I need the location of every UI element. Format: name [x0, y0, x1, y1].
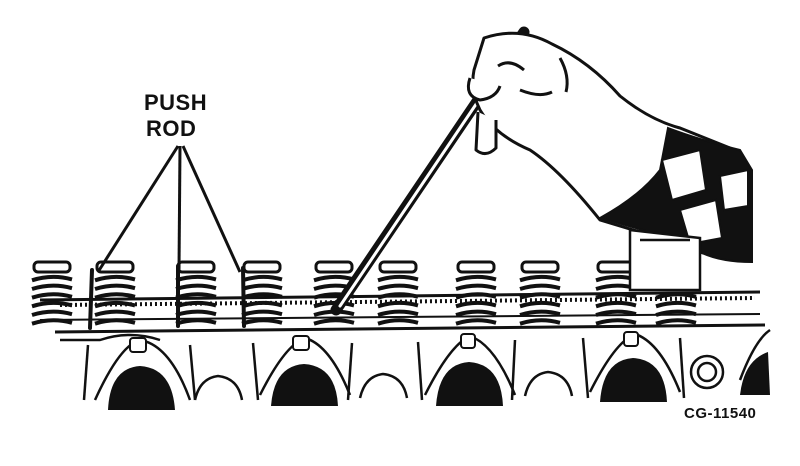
valve-spring-icon [31, 260, 73, 326]
valve-spring-icon [519, 260, 561, 326]
sleeve-cuff [597, 126, 753, 264]
valve-spring-icon [241, 260, 283, 326]
valve-spring-icon [595, 260, 637, 326]
push-rod-icon [241, 266, 246, 328]
head-bolts [129, 331, 639, 353]
rocker-stand [628, 228, 702, 292]
push-rod-callout-line2: ROD [146, 116, 197, 141]
push-rod-callout-line1: PUSH [144, 90, 208, 115]
valve-spring-icon [94, 260, 136, 326]
push-rod-icon [88, 268, 94, 330]
exhaust-ports [108, 352, 770, 410]
cylinder-head-casting [60, 328, 771, 401]
valve-spring-icon [175, 260, 217, 326]
valve-spring-icon [455, 260, 497, 326]
callout-lines [96, 145, 242, 273]
push-rods [88, 264, 246, 330]
intake-ports [193, 354, 725, 401]
valve-spring-icon [377, 260, 419, 326]
figure-code: CG-11540 [684, 405, 757, 422]
